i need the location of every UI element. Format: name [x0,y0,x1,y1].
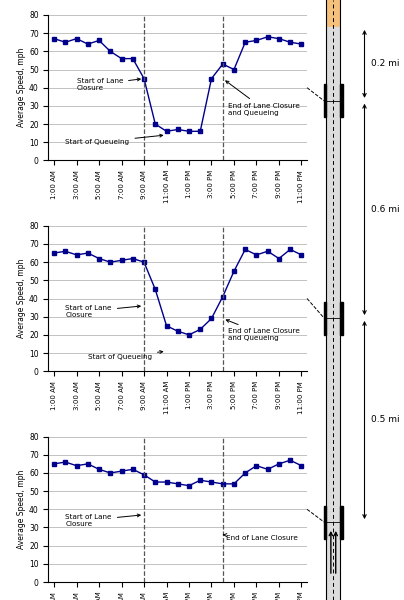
Text: 0.5 mi: 0.5 mi [372,415,400,425]
Bar [326,0,340,27]
Text: End of Lane Closure
and Queueing: End of Lane Closure and Queueing [226,81,300,116]
Bar [324,505,326,539]
Y-axis label: Average Speed, mph: Average Speed, mph [17,48,26,127]
Text: Start of Queueing: Start of Queueing [88,350,163,359]
Bar [324,302,326,335]
Text: Start of Lane
Closure: Start of Lane Closure [77,77,140,91]
Y-axis label: Average Speed, mph: Average Speed, mph [17,259,26,338]
Text: Start of Lane
Closure: Start of Lane Closure [65,514,140,527]
Text: End of Lane Closure: End of Lane Closure [223,533,298,541]
Text: 0.2 mi: 0.2 mi [372,59,400,68]
Bar [340,84,343,118]
Text: 0.6 mi: 0.6 mi [372,205,400,214]
Bar [326,27,340,600]
Text: End of Lane Closure
and Queueing: End of Lane Closure and Queueing [226,320,300,341]
Bar [324,84,326,118]
Bar [340,505,343,539]
Y-axis label: Average Speed, mph: Average Speed, mph [17,470,26,549]
Text: Start of Lane
Closure: Start of Lane Closure [65,305,140,318]
Bar [340,302,343,335]
Text: Start of Queueing: Start of Queueing [65,134,163,145]
